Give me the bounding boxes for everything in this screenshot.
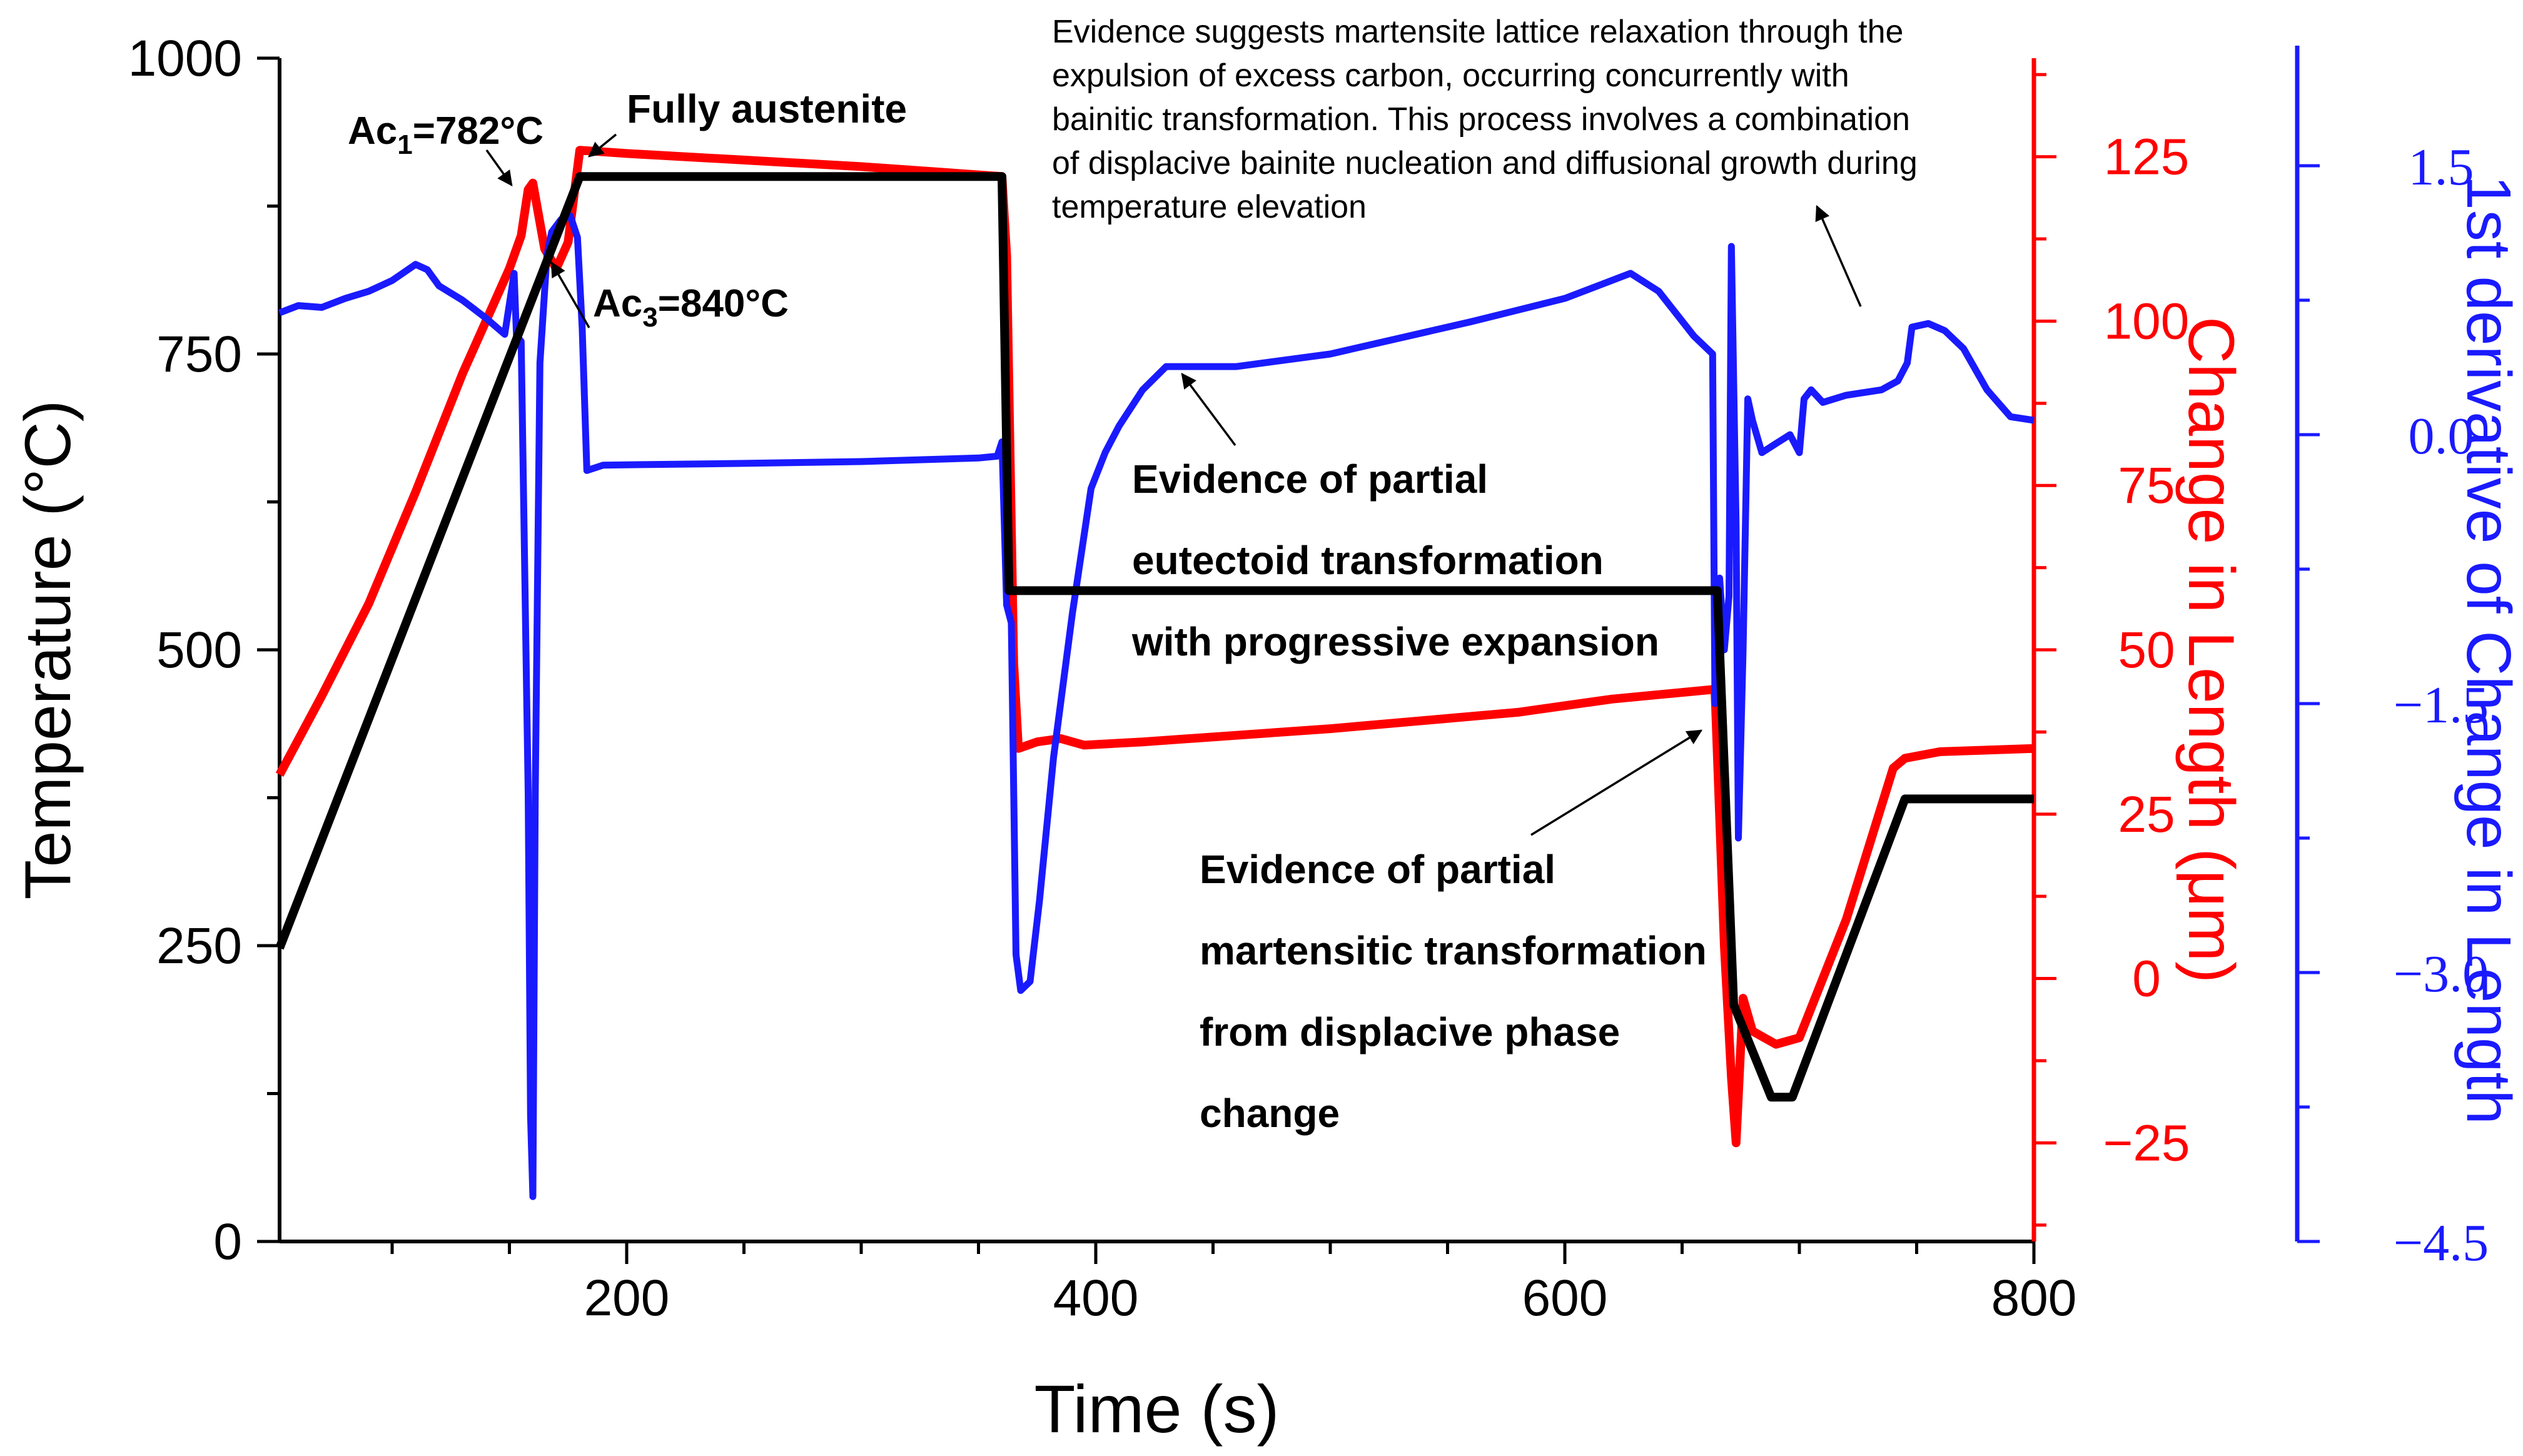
y-tick-label-length: 100 (2104, 293, 2190, 350)
x-tick-label: 800 (1991, 1270, 2077, 1327)
annotation-eutectoid-line: with progressive expansion (1131, 619, 1659, 664)
x-axis-title: Time (s) (1034, 1371, 1280, 1447)
y-tick-label-length: 25 (2118, 786, 2175, 843)
y-tick-label-derivative: −1.5 (2394, 676, 2489, 734)
arrow-eutectoid (1181, 373, 1236, 447)
arrow-ac3 (550, 261, 590, 328)
arrow-relaxation (1815, 205, 1862, 307)
y-tick-label-temperature: 750 (156, 326, 242, 383)
annotation-relaxation-line: of displacive bainite nucleation and dif… (1052, 145, 1918, 181)
arrow-fully-austenite (588, 133, 617, 158)
x-tick-label: 400 (1053, 1270, 1139, 1327)
annotation-ac1: Ac1=782°C (348, 109, 544, 160)
annotation-martensitic-line: Evidence of partial (1200, 847, 1555, 892)
annotation-relaxation-line: Evidence suggests martensite lattice rel… (1052, 14, 1903, 50)
y-axis-title-length: Change in Length (μm) (2175, 316, 2247, 983)
annotation-relaxation-line: expulsion of excess carbon, occurring co… (1052, 58, 1849, 94)
y-tick-label-length: 75 (2118, 457, 2175, 514)
y-tick-label-derivative: −3.0 (2394, 945, 2489, 1003)
y-tick-label-derivative: 0.0 (2409, 407, 2474, 465)
arrow-ac1 (485, 149, 513, 186)
y-axis-title-derivative: 1st derivative of Change in Length (2454, 175, 2523, 1125)
y-tick-label-derivative: −4.5 (2394, 1214, 2489, 1272)
x-tick-label: 600 (1522, 1270, 1608, 1327)
arrow-martensitic (1530, 729, 1703, 836)
y-tick-label-derivative: 1.5 (2409, 138, 2474, 196)
x-tick-label: 200 (584, 1270, 670, 1327)
annotation-eutectoid-line: eutectoid transformation (1132, 538, 1604, 583)
y-axis-title-temperature: Temperature (°C) (12, 400, 84, 900)
annotation-relaxation-line: temperature elevation (1052, 189, 1367, 225)
y-tick-label-length: 0 (2132, 951, 2161, 1008)
y-tick-label-length: −25 (2103, 1115, 2190, 1171)
y-tick-label-temperature: 500 (156, 622, 242, 679)
y-tick-label-length: 50 (2118, 622, 2175, 679)
annotation-relaxation-line: bainitic transformation. This process in… (1052, 101, 1910, 138)
annotation-fully-austenite: Fully austenite (627, 86, 907, 131)
y-tick-label-temperature: 250 (156, 918, 242, 974)
annotation-ac3: Ac3=840°C (593, 282, 789, 333)
y-tick-label-temperature: 1000 (128, 30, 242, 87)
y-tick-label-temperature: 0 (213, 1213, 242, 1270)
annotation-martensitic-line: from displacive phase (1200, 1009, 1620, 1054)
annotation-martensitic-line: martensitic transformation (1200, 928, 1707, 973)
series-line-temperature (275, 172, 2034, 1102)
y-tick-label-length: 125 (2104, 129, 2190, 186)
series-line-length (275, 146, 2035, 1148)
annotation-eutectoid-line: Evidence of partial (1132, 457, 1488, 502)
annotation-martensitic-line: change (1200, 1091, 1340, 1136)
